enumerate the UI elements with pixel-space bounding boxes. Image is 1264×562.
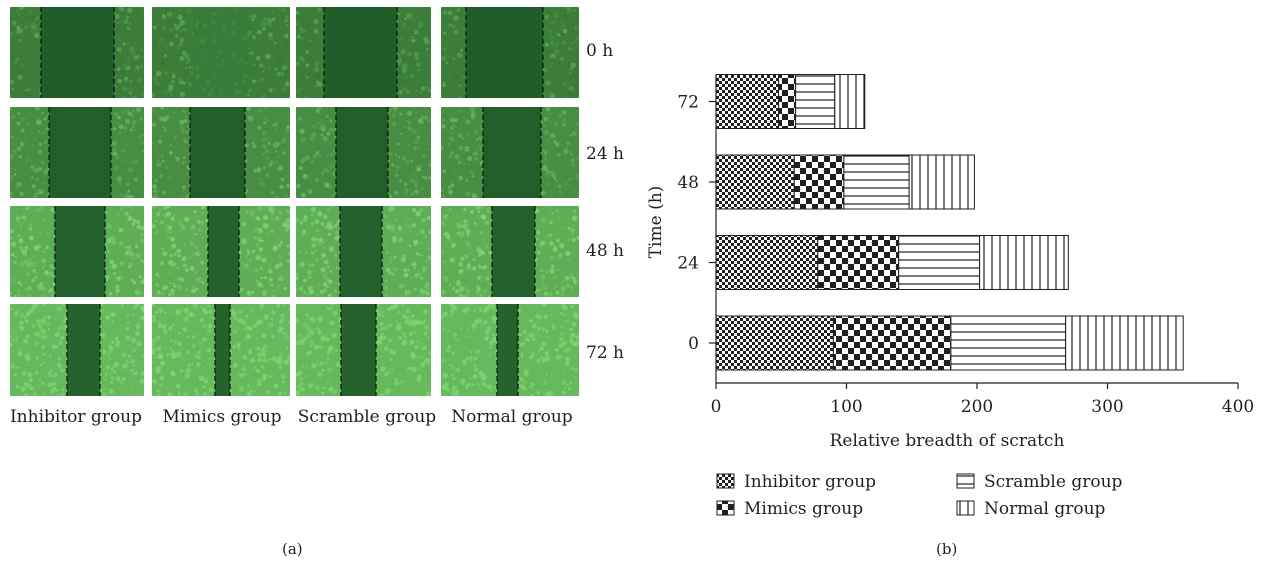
- y-tick-label: 48: [677, 173, 699, 193]
- bar-segment: [843, 154, 910, 210]
- legend-swatch: [716, 473, 735, 489]
- group-label-normal: Normal group: [451, 407, 573, 427]
- bar-segment: [715, 74, 780, 129]
- time-label-72h: 72 h: [586, 343, 624, 363]
- x-tick-label: 0: [711, 397, 722, 417]
- micrograph-tile: [10, 107, 144, 198]
- bar-segment: [715, 235, 819, 290]
- group-label-scramble: Scramble group: [297, 407, 437, 427]
- micrograph-tile: [10, 304, 144, 396]
- legend-swatch: [956, 500, 975, 516]
- y-tick-label: 0: [688, 334, 699, 354]
- scratch-bar-chart: 0 100 200 300 400 0 24 48 72 Relative breadth of …: [646, 74, 1254, 519]
- bar-segment: [834, 74, 866, 129]
- y-tick-label: 24: [677, 254, 699, 274]
- micrograph-tile: [441, 304, 579, 396]
- bar-segment: [778, 74, 797, 129]
- bar-segment: [898, 235, 981, 290]
- panel-a-micrographs: [0, 0, 620, 562]
- y-axis-title: Time (h): [646, 186, 666, 259]
- legend: Inhibitor group Mimics group Scramble grou…: [716, 472, 1123, 519]
- micrograph-tile: [10, 206, 144, 297]
- legend-swatch: [956, 473, 975, 489]
- micrograph-tile: [296, 304, 431, 396]
- bar-segment: [950, 315, 1067, 371]
- time-label-24h: 24 h: [586, 144, 624, 164]
- micrograph-tile: [441, 7, 579, 98]
- bar-segment: [817, 235, 900, 290]
- micrograph-tile: [296, 206, 431, 297]
- x-axis-title: Relative breadth of scratch: [830, 431, 1065, 451]
- bar-segment: [793, 154, 845, 210]
- bar-segment: [908, 154, 975, 210]
- micrograph-tile: [152, 7, 290, 98]
- micrograph-tile: [152, 304, 290, 396]
- bar-segment: [795, 74, 836, 129]
- x-tick-label: 200: [961, 397, 993, 417]
- micrograph-tile: [441, 206, 579, 297]
- legend-label: Mimics group: [744, 499, 863, 519]
- bar-segment: [715, 154, 795, 210]
- panel-a-caption: (a): [282, 540, 303, 558]
- micrograph-tile: [152, 107, 290, 198]
- micrograph-tile: [296, 7, 431, 98]
- group-label-inhibitor: Inhibitor group: [9, 407, 143, 427]
- bars-layer: [715, 74, 1184, 371]
- micrograph-tile: [296, 107, 431, 198]
- bar-segment: [1065, 315, 1184, 371]
- micrograph-tile: [152, 206, 290, 297]
- legend-label: Inhibitor group: [744, 472, 876, 492]
- micrograph-tile: [10, 7, 144, 98]
- bar-segment: [832, 315, 952, 371]
- time-label-0h: 0 h: [586, 41, 614, 61]
- legend-label: Normal group: [984, 499, 1106, 519]
- group-label-mimics: Mimics group: [162, 407, 282, 427]
- y-tick-label: 72: [677, 93, 699, 113]
- micrograph-tile: [441, 107, 579, 198]
- legend-swatch: [716, 500, 735, 516]
- x-tick-label: 300: [1091, 397, 1123, 417]
- x-tick-label: 100: [830, 397, 862, 417]
- bar-segment: [979, 235, 1069, 290]
- time-label-48h: 48 h: [586, 241, 624, 261]
- x-tick-label: 400: [1222, 397, 1254, 417]
- legend-label: Scramble group: [984, 472, 1123, 492]
- panel-b-caption: (b): [936, 540, 958, 558]
- bar-segment: [715, 315, 834, 371]
- axes-layer: 0 100 200 300 400 0 24 48 72 Relative breadth of …: [646, 75, 1254, 451]
